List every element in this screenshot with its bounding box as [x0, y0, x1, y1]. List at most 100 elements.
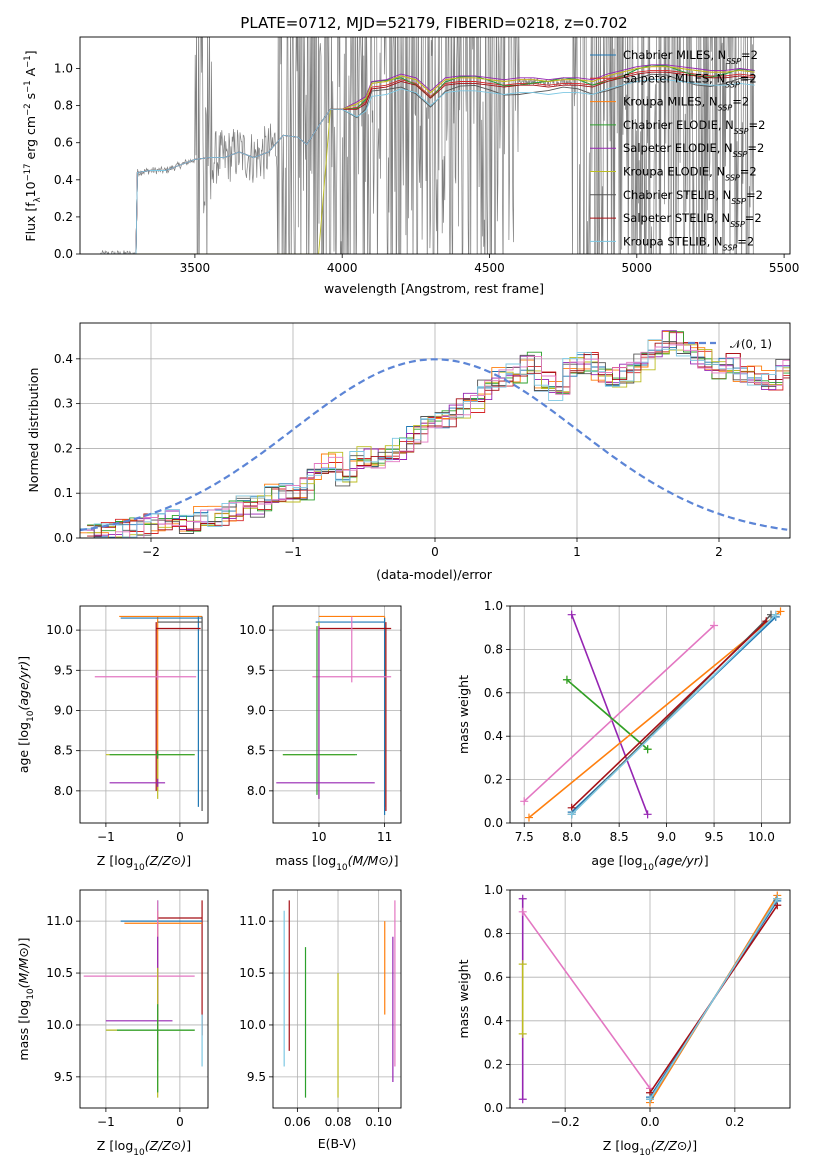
y-tick-label: 9.0 — [247, 703, 266, 717]
y-tick-label: 11.0 — [46, 914, 73, 928]
x-tick-label: 9.0 — [657, 830, 676, 844]
panel-z-weight: −0.2 0.0 0.2 0.0 0.2 0.4 0.6 0.8 1.0 Z [log10(Z/Z… — [456, 883, 791, 1158]
x-tick-label: 0.10 — [365, 1115, 392, 1129]
panel-residuals: −2 −1 0 1 2 0.0 0.1 0.2 0.3 0.4 𝒩(0, 1) (data-model… — [26, 322, 791, 582]
gaussian-curve — [80, 358, 788, 532]
plot-area-residuals — [80, 330, 790, 538]
plus-marker — [771, 610, 780, 619]
y-tick-label: 0.8 — [484, 642, 503, 656]
y-tick-label: 0.6 — [484, 970, 503, 984]
x-axis-label: Z [log10(Z/Z⊙)] — [603, 1138, 697, 1158]
x-axis-label: (data-model)/error — [376, 567, 493, 582]
plus-marker — [773, 894, 782, 903]
x-tick-label: 0 — [431, 545, 439, 559]
axes-frame — [79, 36, 791, 255]
axes-frame — [79, 322, 791, 539]
figure-title: PLATE=0712, MJD=52179, FIBERID=0218, z=0… — [240, 14, 627, 32]
y-axis-label: mass [log10(M/M⊙)] — [16, 937, 36, 1060]
y-tick-label: 9.5 — [247, 1070, 266, 1084]
legend-label: Salpeter ELODIE, NSSP=2 — [623, 141, 764, 159]
histogram-step — [87, 332, 790, 534]
y-tick-label: 0.2 — [54, 441, 73, 455]
plot-area-z-weight — [518, 891, 782, 1107]
histogram-step — [80, 339, 790, 538]
legend-label: Salpeter MILES, NSSP=2 — [623, 71, 757, 89]
y-tick-label: 0.4 — [484, 1014, 503, 1028]
histogram-step — [87, 344, 790, 538]
y-tick-label: 9.5 — [54, 663, 73, 677]
plus-marker — [518, 894, 527, 903]
model-line-5 — [100, 66, 755, 254]
y-tick-label: 9.5 — [247, 663, 266, 677]
histogram-step — [87, 344, 790, 538]
y-tick-label: 10.0 — [46, 623, 73, 637]
x-tick-label: 5000 — [622, 261, 653, 275]
weight-line — [649, 898, 778, 1100]
spectrum-data-line — [100, 37, 755, 254]
y-tick-label: 10.0 — [239, 1018, 266, 1032]
axes-frame — [509, 605, 791, 824]
x-tick-label: 11 — [377, 830, 392, 844]
plus-marker — [643, 810, 652, 819]
panel-z-mass: −1 0 9.5 10.0 10.5 11.0 Z [log10(Z/Z⊙)] mass [l… — [16, 889, 209, 1158]
weight-line — [571, 620, 767, 809]
plus-marker — [518, 960, 527, 969]
legend-label: 𝒩(0, 1) — [730, 337, 772, 351]
y-tick-label: 9.5 — [54, 1070, 73, 1084]
x-tick-label: 0 — [176, 830, 184, 844]
y-tick-label: 0.0 — [484, 816, 503, 830]
y-tick-label: 9.0 — [54, 703, 73, 717]
y-tick-label: 1.0 — [484, 599, 503, 613]
plus-marker — [643, 745, 652, 754]
x-tick-label: 1 — [573, 545, 581, 559]
x-tick-label: −2 — [142, 545, 160, 559]
x-tick-label: 0.08 — [325, 1115, 352, 1129]
x-tick-label: 4500 — [474, 261, 505, 275]
y-tick-label: 0.2 — [484, 1057, 503, 1071]
panel-age-weight: 7.5 8.0 8.5 9.0 9.5 10.0 0.0 0.2 0.4 0.6 0.8 1.0 age… — [456, 599, 791, 873]
histogram-step — [87, 342, 790, 537]
y-tick-label: 0.6 — [54, 136, 73, 150]
y-tick-label: 1.0 — [54, 62, 73, 76]
y-tick-label: 11.0 — [239, 914, 266, 928]
x-axis-label: Z [log10(Z/Z⊙)] — [97, 853, 191, 873]
x-tick-label: 8.5 — [610, 830, 629, 844]
y-tick-label: 0.4 — [54, 352, 73, 366]
weight-line — [571, 614, 777, 815]
plot-area-spectrum — [100, 37, 755, 254]
x-axis-label: E(B-V) — [318, 1136, 357, 1151]
weight-line — [522, 911, 651, 1089]
x-tick-label: 0.2 — [725, 1115, 744, 1129]
plus-marker — [518, 1029, 527, 1038]
y-tick-label: 0.8 — [54, 99, 73, 113]
y-tick-label: 8.5 — [247, 744, 266, 758]
plus-marker — [518, 1095, 527, 1104]
x-tick-label: 7.5 — [515, 830, 534, 844]
x-tick-label: −1 — [97, 1115, 115, 1129]
plus-marker — [776, 607, 785, 616]
y-tick-label: 0.0 — [54, 247, 73, 261]
plus-marker — [524, 813, 533, 822]
axes-frame — [272, 605, 402, 824]
x-axis-label: wavelength [Angstrom, rest frame] — [324, 281, 544, 296]
axes-frame — [272, 889, 402, 1109]
legend-label: Chabrier MILES, NSSP=2 — [623, 48, 758, 66]
legend-label: Chabrier ELODIE, NSSP=2 — [623, 118, 765, 136]
weight-line — [528, 610, 782, 819]
panel-ebv-mass: 0.06 0.08 0.10 9.5 10.0 10.5 11.0 E(B-V) — [239, 889, 402, 1151]
x-tick-label: 4000 — [327, 261, 358, 275]
plus-marker — [567, 810, 576, 819]
axes-frame — [79, 605, 209, 824]
plus-marker — [567, 610, 576, 619]
panel-spectrum: 3500 4000 4500 5000 5500 0.0 0.2 0.4 0.6 0.8 1.0 Ch… — [23, 36, 799, 296]
legend-label: Salpeter STELIB, NSSP=2 — [623, 211, 762, 229]
plot-area-z-mass — [83, 900, 203, 1098]
x-tick-label: −1 — [97, 830, 115, 844]
x-tick-label: 10 — [311, 830, 326, 844]
y-tick-label: 1.0 — [484, 883, 503, 897]
plot-area-z-age — [94, 615, 203, 811]
y-tick-label: 0.4 — [484, 729, 503, 743]
y-tick-label: 0.1 — [54, 486, 73, 500]
histogram-step — [80, 341, 790, 538]
y-tick-label: 0.6 — [484, 686, 503, 700]
